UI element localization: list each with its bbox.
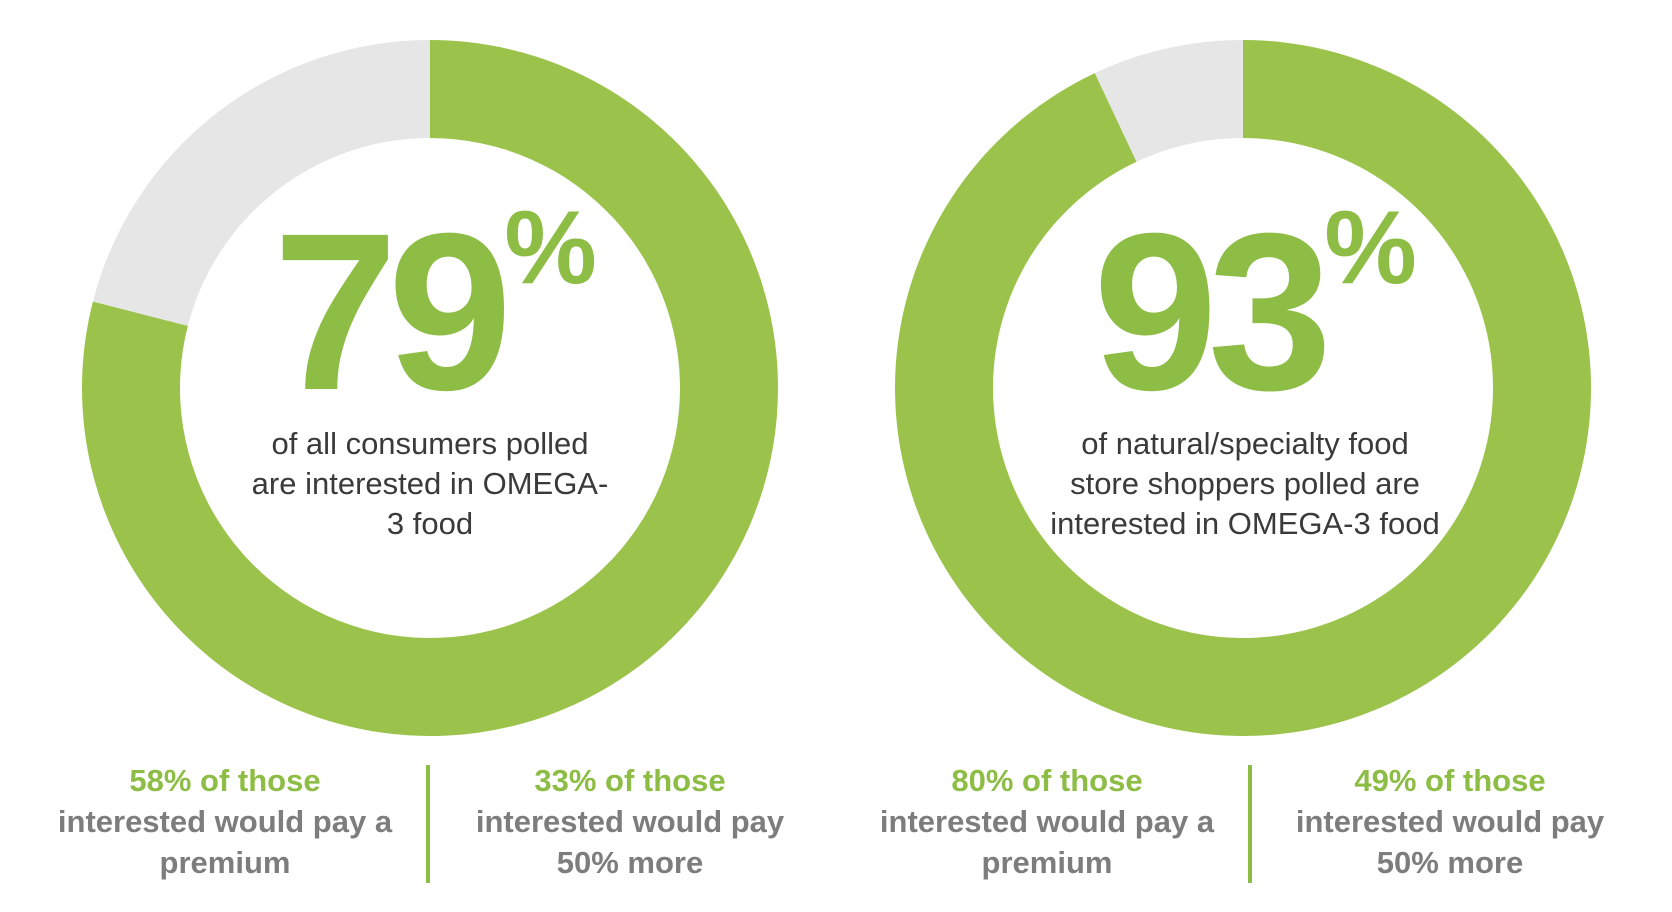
stat-body: interested would pay a premium xyxy=(57,804,393,880)
donut-slice-remainder xyxy=(92,40,431,326)
stat-fifty-more-all-consumers: 33% of those interested would pay 50% mo… xyxy=(450,760,810,883)
stat-divider xyxy=(426,765,430,883)
stat-body: interested would pay 50% more xyxy=(475,804,785,880)
big-number-value: 93 xyxy=(1093,187,1332,437)
stat-premium-all-consumers: 58% of those interested would pay a prem… xyxy=(45,760,405,883)
big-number-all-consumers: 79% xyxy=(230,196,640,424)
big-number-specialty-shoppers: 93% xyxy=(1050,196,1460,424)
stat-premium-specialty-shoppers: 80% of those interested would pay a prem… xyxy=(867,760,1227,883)
caption-all-consumers: of all consumers polled are interested i… xyxy=(251,426,609,541)
stat-head: 33% of those xyxy=(534,763,726,798)
stat-body: interested would pay 50% more xyxy=(1295,804,1605,880)
stat-fifty-more-specialty-shoppers: 49% of those interested would pay 50% mo… xyxy=(1270,760,1630,883)
donut-chart-all-consumers xyxy=(81,40,778,736)
donut-chart-specialty-shoppers xyxy=(895,40,1592,736)
donut-slice-remainder xyxy=(1094,40,1243,162)
caption-specialty-shoppers: of natural/specialty food store shoppers… xyxy=(1050,426,1440,541)
percent-sign: % xyxy=(504,190,597,306)
stat-head: 58% of those xyxy=(129,763,321,798)
stat-head: 80% of those xyxy=(951,763,1143,798)
big-number-value: 79 xyxy=(273,187,512,437)
stat-divider xyxy=(1248,765,1252,883)
percent-sign: % xyxy=(1324,190,1417,306)
stat-body: interested would pay a premium xyxy=(879,804,1215,880)
stat-head: 49% of those xyxy=(1354,763,1546,798)
